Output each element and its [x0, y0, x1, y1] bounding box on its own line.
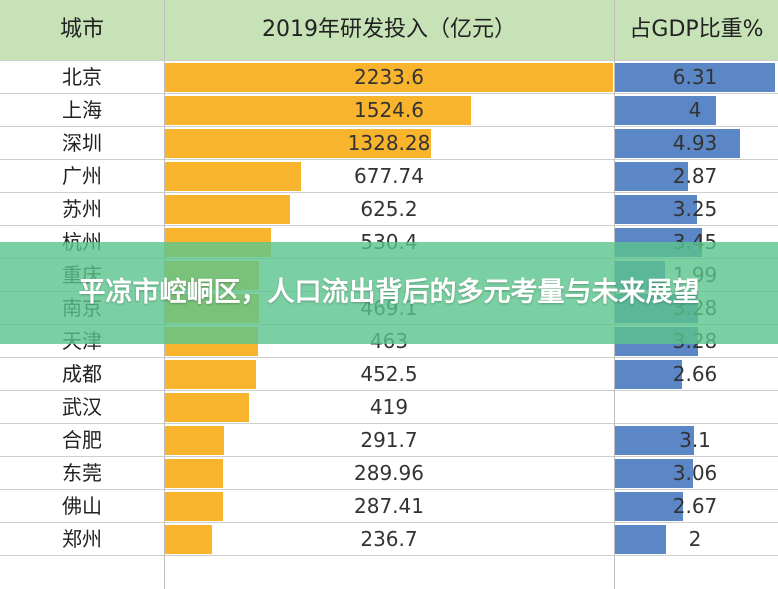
city-name: 苏州: [62, 197, 102, 221]
gdp-share-value: 4: [688, 98, 702, 122]
rd-investment-value: 677.74: [354, 164, 424, 188]
city-name: 郑州: [62, 527, 102, 551]
rd-investment-bar: [165, 492, 223, 521]
rd-investment-value: 625.2: [360, 197, 418, 221]
rd-investment-value: 2233.6: [354, 65, 424, 89]
gdp-share-value: [615, 391, 775, 424]
row-divider: [0, 456, 778, 457]
row-divider: [0, 126, 778, 127]
rd-investment-bar: [165, 96, 471, 125]
row-divider: [0, 159, 778, 160]
rd-investment-value: 1328.28: [347, 131, 431, 155]
gdp-share-bar: [615, 360, 682, 389]
row-divider: [0, 93, 778, 94]
row-divider: [0, 522, 778, 523]
rd-investment-bar: [165, 63, 613, 92]
city-name: 广州: [62, 164, 102, 188]
gdp-share-bar: [615, 96, 716, 125]
gdp-share-value: 2.66: [672, 362, 718, 386]
rd-investment-value: 1524.6: [354, 98, 424, 122]
title-banner: 平凉市崆峒区，人口流出背后的多元考量与未来展望: [0, 242, 778, 344]
gdp-share-value: 2.87: [672, 164, 718, 188]
city-name: 深圳: [62, 131, 102, 155]
rd-investment-value: 287.41: [354, 494, 424, 518]
rd-investment-value: 291.7: [360, 428, 418, 452]
rd-investment-bar: [165, 426, 224, 455]
table-row: 北京 2233.6 6.31: [0, 61, 778, 94]
gdp-share-value: 2: [688, 527, 702, 551]
gdp-share-bar: [615, 162, 688, 191]
gdp-share-value: 3.25: [672, 197, 718, 221]
gdp-share-bar: [615, 129, 740, 158]
rd-investment-bar: [165, 393, 249, 422]
city-name: 北京: [62, 65, 102, 89]
row-divider: [0, 555, 778, 556]
gdp-share-bar: [615, 459, 693, 488]
table-row: 深圳 1328.28 4.93: [0, 127, 778, 160]
city-name: 合肥: [62, 428, 102, 452]
table-row: 苏州 625.2 3.25: [0, 193, 778, 226]
row-divider: [0, 192, 778, 193]
header-row: 城市 2019年研发投入（亿元） 占GDP比重%: [0, 0, 778, 60]
gdp-share-bar: [615, 195, 697, 224]
gdp-share-bar: [615, 63, 775, 92]
gdp-share-bar: [615, 426, 694, 455]
rd-investment-bar: [165, 195, 290, 224]
rd-investment-bar: [165, 459, 223, 488]
gdp-share-value: 4.93: [672, 131, 718, 155]
rd-investment-bar: [165, 525, 212, 554]
row-divider: [0, 357, 778, 358]
table-row: 成都 452.5 2.66: [0, 358, 778, 391]
header-city: 城市: [59, 17, 104, 42]
row-divider: [0, 225, 778, 226]
banner-title: 平凉市崆峒区，人口流出背后的多元考量与未来展望: [78, 277, 700, 308]
city-name: 佛山: [62, 494, 102, 518]
table-row: 上海 1524.6 4: [0, 94, 778, 127]
table-row: 合肥 291.7 3.1: [0, 424, 778, 457]
gdp-share-bar: [615, 525, 666, 554]
gdp-share-value: 3.06: [672, 461, 718, 485]
row-divider: [0, 423, 778, 424]
header-divider: [0, 60, 778, 61]
rd-investment-value: 236.7: [360, 527, 418, 551]
city-name: 武汉: [62, 395, 102, 419]
city-name: 成都: [62, 362, 102, 386]
rd-investment-value: 452.5: [360, 362, 418, 386]
table-row: 郑州 236.7 2: [0, 523, 778, 556]
city-name: 上海: [62, 98, 102, 122]
row-divider: [0, 489, 778, 490]
table-row: 佛山 287.41 2.67: [0, 490, 778, 523]
rd-investment-bar: [165, 360, 256, 389]
gdp-share-value: 3.1: [679, 428, 711, 452]
rd-investment-bar: [165, 129, 431, 158]
header-gdp-share: 占GDP比重%: [629, 17, 764, 42]
rd-investment-value: 289.96: [354, 461, 424, 485]
table-row: 广州 677.74 2.87: [0, 160, 778, 193]
city-name: 东莞: [62, 461, 102, 485]
gdp-share-value: 2.67: [672, 494, 718, 518]
gdp-share-value: 6.31: [672, 65, 718, 89]
rd-investment-value: 419: [369, 395, 409, 419]
table-row: 东莞 289.96 3.06: [0, 457, 778, 490]
header-rd-investment: 2019年研发投入（亿元）: [262, 17, 516, 42]
table-row: 武汉 419: [0, 391, 778, 424]
row-divider: [0, 390, 778, 391]
rd-investment-bar: [165, 162, 301, 191]
gdp-share-bar: [615, 492, 683, 521]
